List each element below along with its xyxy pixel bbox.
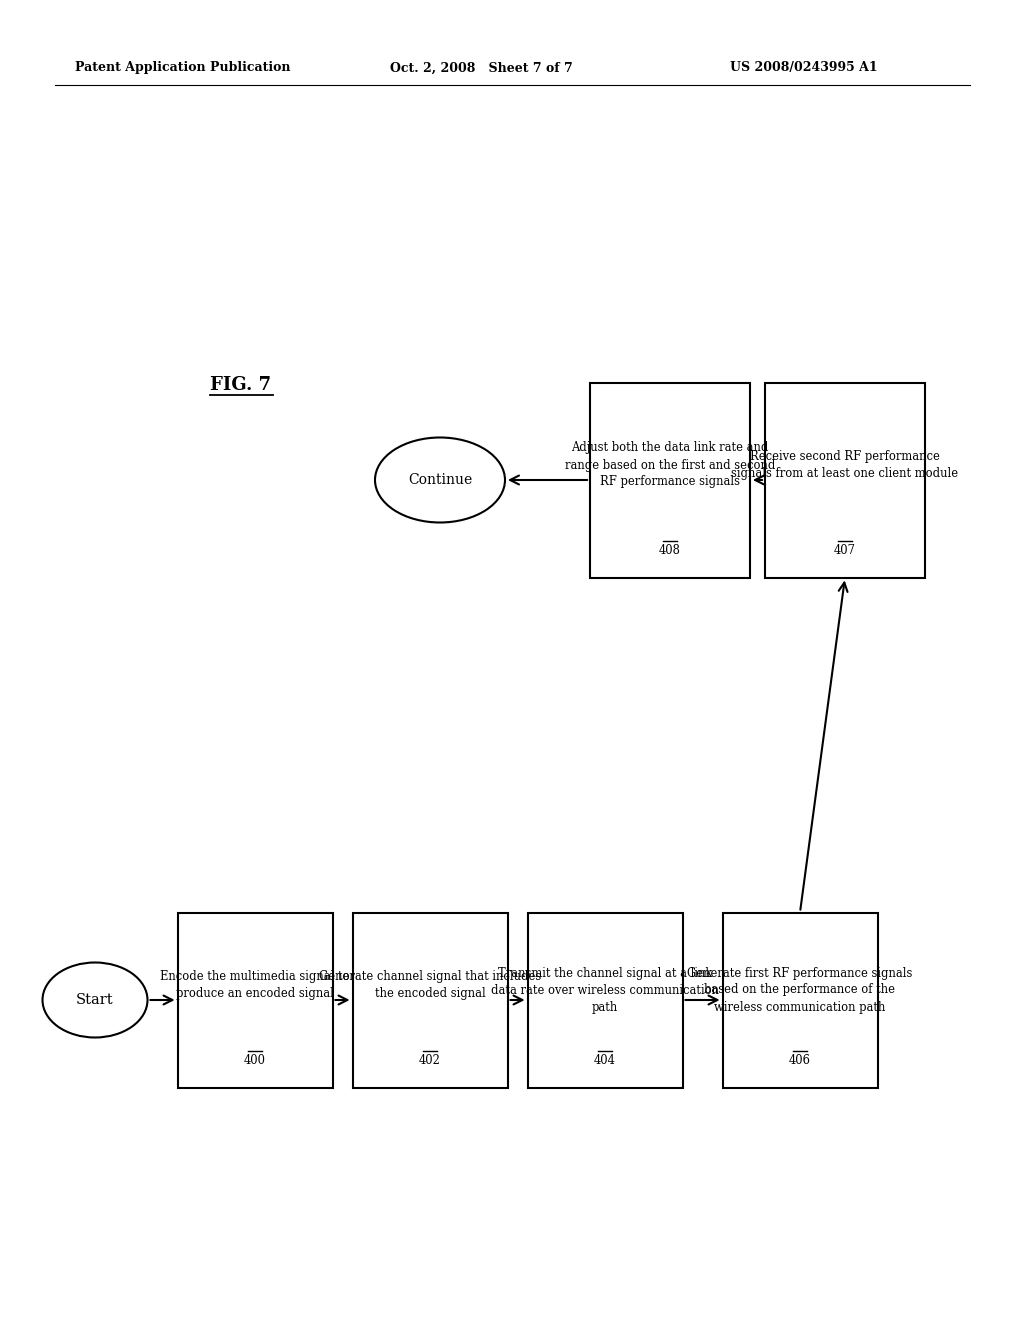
Text: 404: 404	[594, 1053, 616, 1067]
Text: 406: 406	[790, 1053, 811, 1067]
Text: Start: Start	[76, 993, 114, 1007]
FancyBboxPatch shape	[723, 912, 878, 1088]
FancyBboxPatch shape	[352, 912, 508, 1088]
Text: Continue: Continue	[408, 473, 472, 487]
FancyBboxPatch shape	[765, 383, 925, 578]
Text: Transmit the channel signal at a link
data rate over wireless communication
path: Transmit the channel signal at a link da…	[490, 966, 719, 1014]
Text: 408: 408	[659, 544, 681, 557]
Text: Encode the multimedia signal to
produce an encoded signal: Encode the multimedia signal to produce …	[160, 970, 350, 1001]
Text: Oct. 2, 2008   Sheet 7 of 7: Oct. 2, 2008 Sheet 7 of 7	[390, 62, 572, 74]
Text: 402: 402	[419, 1053, 441, 1067]
Text: FIG. 7: FIG. 7	[210, 376, 271, 393]
FancyBboxPatch shape	[527, 912, 683, 1088]
Ellipse shape	[43, 962, 147, 1038]
Text: 400: 400	[244, 1053, 266, 1067]
Text: US 2008/0243995 A1: US 2008/0243995 A1	[730, 62, 878, 74]
Text: Adjust both the data link rate and
range based on the first and second
RF perfor: Adjust both the data link rate and range…	[565, 441, 775, 488]
Text: 407: 407	[834, 544, 856, 557]
Text: Generate first RF performance signals
based on the performance of the
wireless c: Generate first RF performance signals ba…	[687, 966, 912, 1014]
FancyBboxPatch shape	[590, 383, 750, 578]
Ellipse shape	[375, 437, 505, 523]
Text: Receive second RF performance
signals from at least one client module: Receive second RF performance signals fr…	[731, 450, 958, 480]
FancyBboxPatch shape	[177, 912, 333, 1088]
Text: Patent Application Publication: Patent Application Publication	[75, 62, 291, 74]
Text: Generate channel signal that includes
the encoded signal: Generate channel signal that includes th…	[318, 970, 541, 1001]
